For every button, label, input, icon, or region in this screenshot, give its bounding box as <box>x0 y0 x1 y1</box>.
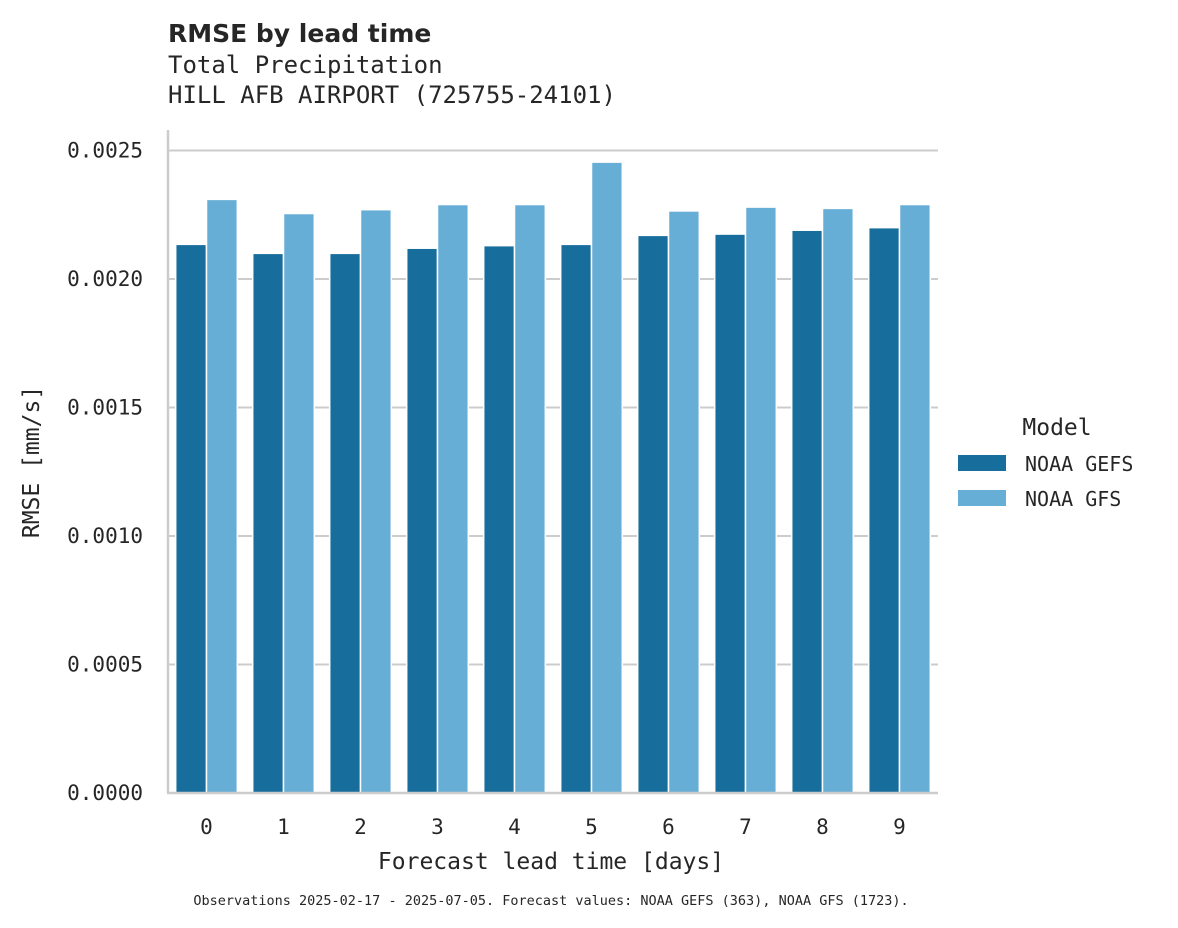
x-tick-label: 8 <box>816 815 829 839</box>
x-tick-label: 4 <box>508 815 521 839</box>
x-tick-label: 5 <box>585 815 598 839</box>
legend: Model NOAA GEFS NOAA GFS <box>958 415 1133 511</box>
chart-title: RMSE by lead time <box>168 19 431 48</box>
bar-noaa-gfs-lead-6 <box>667 210 701 794</box>
bar-noaa-gfs-lead-7 <box>744 206 778 794</box>
y-tick-label: 0.0015 <box>67 396 143 420</box>
bar-noaa-gefs-lead-1 <box>251 252 285 794</box>
bar-marks <box>174 161 932 794</box>
x-axis-label: Forecast lead time [days] <box>378 849 724 875</box>
bar-noaa-gefs-lead-4 <box>482 244 516 794</box>
bar-noaa-gefs-lead-2 <box>328 252 362 794</box>
x-tick-label: 3 <box>431 815 444 839</box>
bar-noaa-gfs-lead-1 <box>282 212 316 794</box>
bar-noaa-gefs-lead-0 <box>174 243 208 794</box>
legend-title: Model <box>1022 415 1091 441</box>
bar-noaa-gefs-lead-5 <box>559 243 593 794</box>
x-tick-labels: 0 1 2 3 4 5 6 7 8 9 <box>200 815 906 839</box>
legend-swatch-noaa-gefs <box>958 455 1006 471</box>
x-tick-label: 9 <box>893 815 906 839</box>
x-tick-label: 0 <box>200 815 213 839</box>
legend-label-noaa-gefs: NOAA GEFS <box>1025 452 1133 476</box>
y-tick-label: 0.0025 <box>67 139 143 163</box>
x-tick-label: 6 <box>662 815 675 839</box>
bar-noaa-gefs-lead-3 <box>405 247 439 794</box>
bar-noaa-gfs-lead-5 <box>590 161 624 794</box>
bar-noaa-gefs-lead-6 <box>636 234 670 794</box>
y-tick-label: 0.0005 <box>67 653 143 677</box>
chart-footnote: Observations 2025-02-17 - 2025-07-05. Fo… <box>193 893 908 909</box>
y-tick-label: 0.0010 <box>67 524 143 548</box>
x-tick-label: 2 <box>354 815 367 839</box>
bar-noaa-gfs-lead-0 <box>205 198 239 794</box>
bar-noaa-gefs-lead-9 <box>867 226 901 794</box>
bar-noaa-gfs-lead-4 <box>513 203 547 794</box>
bar-noaa-gefs-lead-8 <box>790 229 824 794</box>
bar-noaa-gfs-lead-3 <box>436 203 470 794</box>
bar-noaa-gfs-lead-9 <box>898 203 932 794</box>
bar-noaa-gefs-lead-7 <box>713 233 747 794</box>
y-tick-labels: 0.0000 0.0005 0.0010 0.0015 0.0020 0.0025 <box>67 139 143 805</box>
y-axis-label: RMSE [mm/s] <box>19 386 45 538</box>
legend-label-noaa-gfs: NOAA GFS <box>1025 487 1121 511</box>
y-tick-label: 0.0000 <box>67 781 143 805</box>
chart-subtitle-variable: Total Precipitation <box>168 51 443 79</box>
chart-subtitle-station: HILL AFB AIRPORT (725755-24101) <box>168 81 616 109</box>
x-tick-label: 7 <box>739 815 752 839</box>
bar-noaa-gfs-lead-2 <box>359 208 393 794</box>
y-tick-label: 0.0020 <box>67 267 143 291</box>
bar-noaa-gfs-lead-8 <box>821 207 855 794</box>
legend-swatch-noaa-gfs <box>958 490 1006 506</box>
x-tick-label: 1 <box>277 815 290 839</box>
